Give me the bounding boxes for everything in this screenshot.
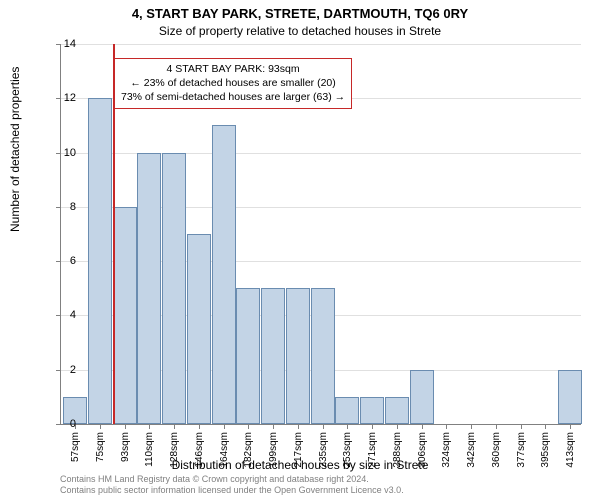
histogram-bar — [113, 207, 137, 424]
x-tick-mark — [397, 424, 398, 429]
x-tick-label: 75sqm — [95, 432, 106, 472]
y-tick-label: 4 — [46, 309, 76, 321]
x-tick-label: 413sqm — [565, 432, 576, 472]
x-tick-mark — [273, 424, 274, 429]
y-tick-label: 2 — [46, 364, 76, 376]
chart-container: 4, START BAY PARK, STRETE, DARTMOUTH, TQ… — [0, 0, 600, 500]
x-tick-label: 288sqm — [392, 432, 403, 472]
histogram-bar — [162, 153, 186, 424]
x-tick-label: 57sqm — [70, 432, 81, 472]
x-tick-label: 217sqm — [293, 432, 304, 472]
x-tick-mark — [199, 424, 200, 429]
x-tick-mark — [125, 424, 126, 429]
x-tick-mark — [149, 424, 150, 429]
histogram-bar — [335, 397, 359, 424]
y-tick-label: 0 — [46, 418, 76, 430]
x-tick-label: 146sqm — [194, 432, 205, 472]
x-tick-label: 306sqm — [417, 432, 428, 472]
histogram-bar — [187, 234, 211, 424]
x-tick-label: 110sqm — [144, 432, 155, 472]
x-tick-mark — [422, 424, 423, 429]
annotation-line-2: ← 23% of detached houses are smaller (20… — [121, 76, 345, 90]
footer-line-2: Contains public sector information licen… — [60, 485, 404, 496]
histogram-bar — [286, 288, 310, 424]
x-tick-label: 342sqm — [466, 432, 477, 472]
histogram-bar — [236, 288, 260, 424]
histogram-bar — [385, 397, 409, 424]
x-tick-label: 324sqm — [441, 432, 452, 472]
histogram-bar — [410, 370, 434, 424]
x-tick-mark — [471, 424, 472, 429]
histogram-bar — [261, 288, 285, 424]
x-tick-mark — [100, 424, 101, 429]
x-tick-mark — [521, 424, 522, 429]
x-tick-mark — [298, 424, 299, 429]
annotation-box: 4 START BAY PARK: 93sqm ← 23% of detache… — [114, 58, 352, 109]
annotation-line-1: 4 START BAY PARK: 93sqm — [121, 62, 345, 76]
histogram-bar — [88, 98, 112, 424]
histogram-bar — [311, 288, 335, 424]
footer-line-1: Contains HM Land Registry data © Crown c… — [60, 474, 404, 485]
y-tick-label: 14 — [46, 38, 76, 50]
y-tick-label: 6 — [46, 255, 76, 267]
chart-title: 4, START BAY PARK, STRETE, DARTMOUTH, TQ… — [0, 6, 600, 21]
x-tick-label: 235sqm — [318, 432, 329, 472]
annotation-line-3: 73% of semi-detached houses are larger (… — [121, 90, 345, 104]
y-tick-label: 8 — [46, 201, 76, 213]
x-tick-label: 93sqm — [120, 432, 131, 472]
x-tick-mark — [248, 424, 249, 429]
histogram-bar — [137, 153, 161, 424]
x-tick-mark — [446, 424, 447, 429]
x-tick-label: 182sqm — [243, 432, 254, 472]
x-tick-label: 395sqm — [540, 432, 551, 472]
x-tick-mark — [545, 424, 546, 429]
x-tick-mark — [347, 424, 348, 429]
y-tick-label: 10 — [46, 147, 76, 159]
chart-subtitle: Size of property relative to detached ho… — [0, 24, 600, 38]
gridline — [61, 44, 581, 45]
x-tick-label: 271sqm — [367, 432, 378, 472]
x-tick-mark — [570, 424, 571, 429]
x-tick-label: 377sqm — [516, 432, 527, 472]
histogram-bar — [558, 370, 582, 424]
x-tick-mark — [224, 424, 225, 429]
x-tick-mark — [496, 424, 497, 429]
y-tick-label: 12 — [46, 92, 76, 104]
histogram-bar — [212, 125, 236, 424]
x-tick-label: 253sqm — [342, 432, 353, 472]
y-axis-label: Number of detached properties — [8, 67, 22, 232]
histogram-bar — [360, 397, 384, 424]
x-tick-label: 128sqm — [169, 432, 180, 472]
x-tick-mark — [323, 424, 324, 429]
plot-area: 4 START BAY PARK: 93sqm ← 23% of detache… — [60, 44, 581, 425]
x-tick-mark — [174, 424, 175, 429]
x-tick-label: 360sqm — [491, 432, 502, 472]
x-tick-label: 199sqm — [268, 432, 279, 472]
x-tick-mark — [372, 424, 373, 429]
footer-attribution: Contains HM Land Registry data © Crown c… — [60, 474, 404, 496]
x-tick-label: 164sqm — [219, 432, 230, 472]
